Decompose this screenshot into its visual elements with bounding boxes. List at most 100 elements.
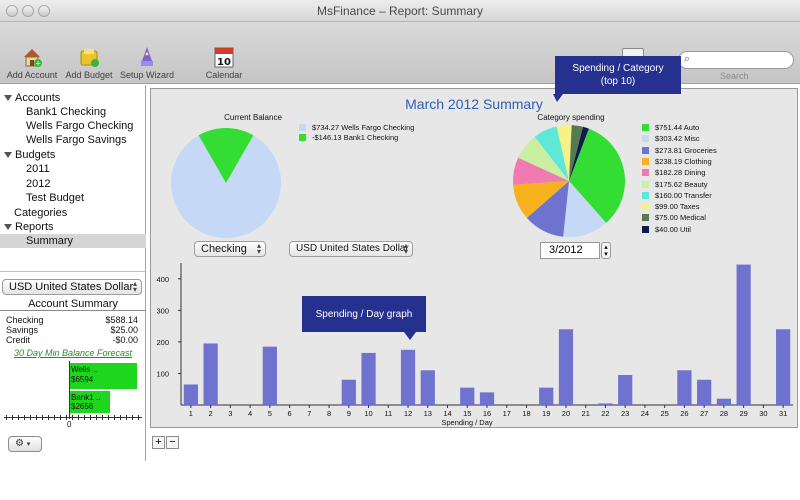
category-pie-chart — [513, 125, 625, 237]
minimize-window-button[interactable] — [22, 5, 34, 17]
account-select[interactable]: Checking ▴ ▾ — [194, 241, 266, 257]
forecast-axis-tick — [84, 415, 85, 420]
sidebar-item-budget-2012[interactable]: 2012 — [26, 178, 51, 190]
sidebar-group-accounts[interactable]: Accounts — [0, 91, 146, 105]
forecast-axis-zero-label: 0 — [67, 420, 72, 429]
x-tick-label: 30 — [759, 409, 767, 418]
forecast-axis-tick — [24, 415, 25, 420]
legend-label: $40.00 Util — [655, 224, 691, 234]
forecast-axis-tick — [120, 415, 121, 420]
x-axis-label: Spending / Day — [441, 418, 493, 427]
month-stepper[interactable]: ▴ ▾ — [601, 242, 611, 259]
x-tick-label: 20 — [562, 409, 570, 418]
forecast-axis-tick — [18, 415, 19, 420]
category-pie-slice — [534, 126, 569, 181]
zoom-window-button[interactable] — [38, 5, 50, 17]
legend-label: -$146.13 Bank1 Checking — [312, 133, 399, 142]
select-arrows-icon: ▴ ▾ — [403, 241, 408, 256]
y-tick-label: 400 — [156, 275, 169, 284]
sidebar-item-budget-2011[interactable]: 2011 — [26, 163, 50, 175]
summary-row-label: Savings — [6, 325, 39, 335]
add-budget-button[interactable]: Add Budget — [64, 46, 114, 80]
category-pie-slice — [513, 157, 569, 185]
forecast-axis-tick — [138, 415, 139, 420]
sidebar-item-wells-fargo-savings[interactable]: Wells Fargo Savings — [26, 134, 127, 146]
calendar-button[interactable]: 10 Calendar — [202, 46, 246, 80]
forecast-axis-tick — [48, 415, 49, 420]
close-window-button[interactable] — [6, 5, 18, 17]
balance-legend-item: $734.27 Wells Fargo Checking — [299, 123, 414, 132]
forecast-axis-tick — [36, 415, 37, 420]
select-arrows-icon: ▴ ▾ — [256, 241, 261, 256]
account-summary-title: Account Summary — [28, 298, 118, 310]
sidebar: Accounts Bank1 Checking Wells Fargo Chec… — [0, 85, 146, 461]
legend-label: $99.00 Taxes — [655, 202, 700, 212]
forecast-bar: Wells .. $6594 — [69, 363, 137, 389]
disclosure-triangle-icon[interactable] — [4, 224, 12, 231]
legend-swatch — [642, 225, 649, 233]
budget-folder-icon — [80, 49, 99, 67]
day-bar — [618, 375, 633, 405]
category-legend-item: $99.00 Taxes — [642, 202, 699, 211]
summary-row-value: $25.00 — [110, 325, 138, 335]
day-bar — [598, 403, 613, 405]
y-tick-label: 300 — [156, 306, 169, 315]
x-tick-label: 13 — [424, 409, 432, 418]
forecast-axis-tick — [60, 415, 61, 420]
x-tick-label: 23 — [621, 409, 629, 418]
legend-label: $734.27 Wells Fargo Checking — [312, 123, 415, 132]
add-item-button[interactable]: + — [152, 436, 165, 449]
sidebar-item-categories[interactable]: Categories — [14, 207, 68, 219]
currency-select[interactable]: USD United States Dollar ▴ ▾ — [289, 241, 413, 257]
search-field[interactable]: ⌕ — [678, 51, 794, 69]
sidebar-group-reports[interactable]: Reports — [0, 220, 146, 234]
svg-text:+: + — [35, 60, 41, 68]
x-tick-label: 2 — [209, 409, 213, 418]
chevron-down-icon: ▾ — [26, 441, 31, 448]
x-tick-label: 12 — [404, 409, 412, 418]
day-bar — [341, 379, 356, 405]
x-tick-label: 31 — [779, 409, 787, 418]
x-tick-label: 8 — [327, 409, 331, 418]
day-bar — [697, 379, 712, 405]
category-legend-item: $303.42 Misc — [642, 134, 700, 143]
x-tick-label: 29 — [739, 409, 747, 418]
month-field[interactable]: 3/2012 — [540, 242, 600, 259]
x-tick-label: 27 — [700, 409, 708, 418]
x-tick-label: 5 — [268, 409, 272, 418]
sidebar-splitter[interactable] — [0, 271, 146, 272]
sidebar-group-budgets[interactable]: Budgets — [0, 148, 146, 162]
day-bar — [183, 384, 198, 405]
summary-divider — [0, 310, 146, 311]
disclosure-triangle-icon[interactable] — [4, 95, 12, 102]
legend-swatch — [642, 157, 649, 165]
day-bar — [460, 387, 475, 405]
search-icon: ⌕ — [684, 53, 691, 65]
sidebar-item-summary[interactable]: Summary — [0, 234, 146, 248]
forecast-axis-tick — [54, 415, 55, 420]
x-tick-label: 16 — [483, 409, 491, 418]
setup-wizard-button[interactable]: Setup Wizard — [118, 46, 176, 80]
legend-swatch — [642, 124, 649, 131]
report-title: March 2012 Summary — [405, 96, 543, 112]
forecast-title[interactable]: 30 Day Min Balance Forecast — [13, 348, 133, 358]
sidebar-item-wells-fargo-checking[interactable]: Wells Fargo Checking — [26, 120, 134, 132]
calendar-day-number: 10 — [217, 57, 231, 68]
day-bar — [539, 387, 554, 405]
summary-row-label: Checking — [6, 315, 44, 325]
x-tick-label: 21 — [582, 409, 590, 418]
sidebar-item-bank1-checking[interactable]: Bank1 Checking — [26, 106, 107, 118]
sidebar-currency-select[interactable]: USD United States Dollar ▴ ▾ — [2, 279, 142, 295]
remove-item-button[interactable]: − — [166, 436, 179, 449]
add-account-button[interactable]: + Add Account — [4, 46, 60, 80]
action-menu-button[interactable]: ⚙ ▾ — [8, 436, 42, 452]
forecast-axis-tick — [108, 415, 109, 420]
legend-swatch — [642, 214, 649, 222]
category-chart-title: Category spending — [537, 113, 605, 122]
select-arrows-icon: ▴ ▾ — [132, 279, 137, 294]
gear-icon: ⚙ — [15, 438, 24, 449]
legend-swatch — [642, 146, 649, 154]
disclosure-triangle-icon[interactable] — [4, 152, 12, 159]
category-pie-slice — [569, 125, 584, 181]
sidebar-item-test-budget[interactable]: Test Budget — [26, 192, 85, 204]
